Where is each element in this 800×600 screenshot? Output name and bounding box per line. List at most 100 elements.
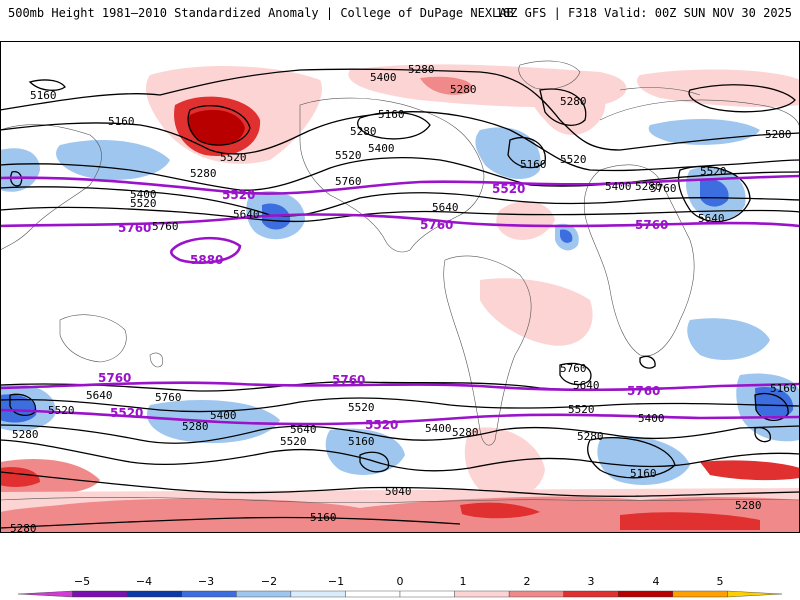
contour-label: 5400 — [605, 180, 632, 193]
contour-label: 5760 — [335, 175, 362, 188]
anomaly-map: 5280 5400 5160 5280 5280 5160 5280 5160 … — [0, 41, 800, 533]
contour-label: 5280 — [452, 426, 479, 439]
key-contour-label: 5760 — [332, 373, 365, 387]
colorbar-bin — [345, 590, 401, 598]
colorbar-bin — [181, 590, 237, 598]
contour-label: 5280 — [560, 95, 587, 108]
positive-anomaly-shade — [496, 201, 555, 240]
height-contour — [0, 516, 461, 529]
africa-coast — [583, 164, 695, 357]
height-contour — [0, 471, 800, 497]
5760-contour — [0, 381, 800, 392]
contour-label: 5640 — [698, 212, 725, 225]
height-contour — [0, 157, 800, 191]
height-contour — [754, 426, 771, 443]
negative-anomaly-shade — [0, 148, 40, 192]
5520-contour — [0, 408, 800, 426]
colorbar-bin — [236, 590, 292, 598]
height-contour — [688, 84, 796, 113]
contour-label: 5280 — [350, 125, 377, 138]
height-contour — [0, 439, 800, 472]
height-contour — [0, 206, 800, 223]
negative-anomaly-shade — [56, 140, 170, 180]
contour-label: 5400 — [638, 412, 665, 425]
key-contour-labels: 5520 5760 5520 5760 5760 5880 5760 5760 … — [98, 182, 668, 432]
colorbar-bin — [72, 590, 128, 598]
positive-anomaly-shade — [528, 79, 606, 135]
colorbar-tick-label: 0 — [397, 575, 404, 588]
height-contour — [0, 424, 800, 444]
positive-anomaly-shade — [0, 467, 40, 487]
colorbar-tick-label: −3 — [198, 575, 214, 588]
contour-label: 5400 — [368, 142, 395, 155]
positive-anomaly-shade — [620, 512, 760, 530]
contour-label: 5520 — [560, 153, 587, 166]
positive-anomaly-shade — [636, 69, 800, 108]
colorbar-bin — [727, 590, 783, 598]
colorbar-bin — [399, 590, 455, 598]
positive-anomaly-shade — [480, 278, 593, 346]
contour-label: 5520 — [220, 151, 247, 164]
5520-contour — [0, 174, 800, 195]
australia-coast — [59, 314, 127, 363]
positive-anomaly-shade — [420, 76, 472, 95]
strong-positive-anomaly-shade — [188, 109, 245, 146]
key-contour-label: 5760 — [118, 221, 151, 235]
key-contour-label: 5760 — [635, 218, 668, 232]
colorbar-bin — [290, 590, 346, 598]
key-height-contours — [0, 174, 800, 426]
key-contour-label: 5760 — [627, 384, 660, 398]
colorbar-tick-label: 5 — [717, 575, 724, 588]
contour-label: 5280 — [765, 128, 792, 141]
colorbar-bin — [17, 590, 73, 598]
negative-anomaly-shade — [700, 178, 729, 207]
contour-label: 5160 — [348, 435, 375, 448]
height-contour — [0, 397, 800, 413]
height-contour — [754, 392, 789, 421]
colorbar-tick-label: −1 — [328, 575, 344, 588]
colorbar-bin — [126, 590, 182, 598]
contour-label: 5520 — [280, 435, 307, 448]
contour-label: 5400 — [210, 409, 237, 422]
positive-anomaly-shade — [0, 496, 800, 533]
colorbar-bin — [618, 590, 674, 598]
key-contour-label: 5520 — [110, 406, 143, 420]
contour-label: 5280 — [450, 83, 477, 96]
contour-label: 5520 — [335, 149, 362, 162]
height-contours — [0, 68, 800, 529]
model-run-info: 18Z GFS | F318 Valid: 00Z SUN NOV 30 202… — [495, 6, 792, 20]
colorbar-tick-label: −5 — [74, 575, 90, 588]
contour-label: 5640 — [233, 208, 260, 221]
contour-label: 5400 — [370, 71, 397, 84]
contour-label: 5520 — [130, 197, 157, 210]
5760-contour — [0, 213, 800, 228]
contour-label: 5400 — [130, 188, 157, 201]
colorbar: −5 −4 −3 −2 −1 0 1 2 3 4 5 — [17, 575, 783, 598]
contour-label: 5280 — [182, 420, 209, 433]
contour-label: 5280 — [408, 63, 435, 76]
contour-label: 5280 — [735, 499, 762, 512]
height-contour — [357, 111, 431, 140]
contour-label: 5760 — [650, 182, 677, 195]
height-contour — [0, 186, 800, 217]
height-contour — [587, 436, 676, 479]
colorbar-tick-label: −2 — [261, 575, 277, 588]
contour-label: 5160 — [30, 89, 57, 102]
colorbar-bin — [508, 590, 564, 598]
contour-label: 5280 — [10, 522, 37, 533]
europe-coast — [619, 87, 701, 96]
new-zealand-coast — [149, 352, 163, 368]
height-contour — [359, 451, 390, 473]
colorbar-tick-label: −4 — [136, 575, 152, 588]
contour-label: 5520 — [348, 401, 375, 414]
contour-label: 5160 — [310, 511, 337, 524]
contour-label: 5760 — [560, 362, 587, 375]
contour-label: 5280 — [12, 428, 39, 441]
positive-anomaly-shade — [460, 502, 540, 519]
contour-label: 5280 — [635, 180, 662, 193]
colorbar-bin — [563, 590, 619, 598]
contour-label: 5280 — [190, 167, 217, 180]
contour-label: 5160 — [770, 382, 797, 395]
key-contour-label: 5520 — [492, 182, 525, 196]
negative-anomaly-shade — [560, 229, 573, 243]
